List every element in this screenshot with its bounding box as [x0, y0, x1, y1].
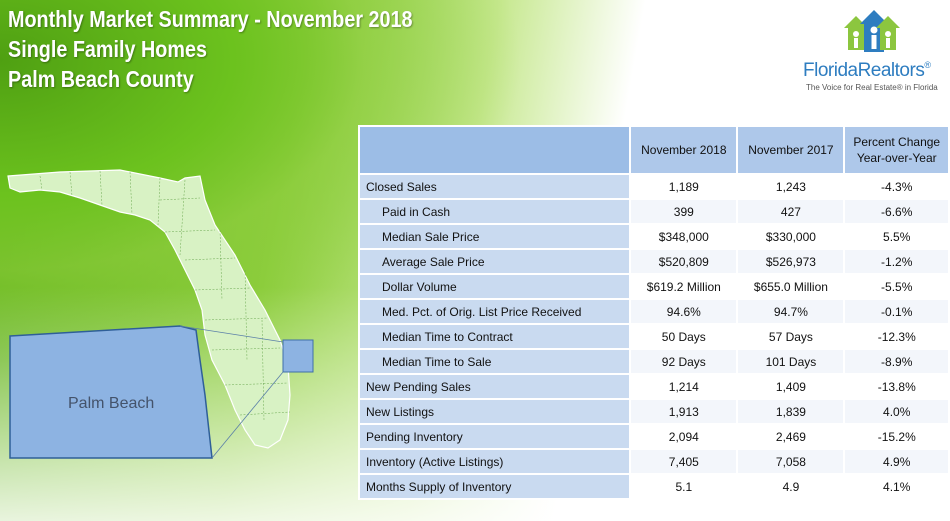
- cell-nov-2017: 101 Days: [736, 348, 846, 375]
- cell-percent-change: -5.5%: [843, 273, 950, 300]
- cell-percent-change: -0.1%: [843, 298, 950, 325]
- row-label: Inventory (Active Listings): [357, 448, 632, 475]
- cell-nov-2017: 1,839: [736, 398, 846, 425]
- row-label: Median Time to Sale: [357, 348, 632, 375]
- cell-nov-2017: 7,058: [736, 448, 846, 475]
- cell-nov-2017: 94.7%: [736, 298, 846, 325]
- table-row: Months Supply of Inventory 5.1 4.9 4.1%: [357, 473, 950, 500]
- cell-percent-change: -15.2%: [843, 423, 950, 450]
- county-label: Palm Beach: [68, 395, 155, 412]
- cell-nov-2017: $655.0 Million: [736, 273, 846, 300]
- row-label: Pending Inventory: [357, 423, 632, 450]
- cell-nov-2017: 1,409: [736, 373, 846, 400]
- cell-percent-change: -8.9%: [843, 348, 950, 375]
- houses-people-icon: [844, 10, 900, 52]
- table-row: New Listings 1,913 1,839 4.0%: [357, 398, 950, 425]
- cell-nov-2018: 1,214: [629, 373, 739, 400]
- row-label: Dollar Volume: [357, 273, 632, 300]
- table-corner-cell: [357, 125, 632, 175]
- column-header-nov-2017: November 2017: [736, 125, 846, 175]
- florida-realtors-logo: FloridaRealtors® The Voice for Real Esta…: [795, 8, 945, 98]
- table-row: New Pending Sales 1,214 1,409 -13.8%: [357, 373, 950, 400]
- cell-nov-2018: $520,809: [629, 248, 739, 275]
- cell-nov-2017: 57 Days: [736, 323, 846, 350]
- table-row: Pending Inventory 2,094 2,469 -15.2%: [357, 423, 950, 450]
- cell-percent-change: 4.9%: [843, 448, 950, 475]
- florida-state-shape: [7, 169, 291, 449]
- cell-nov-2017: 4.9: [736, 473, 846, 500]
- row-label: Median Sale Price: [357, 223, 632, 250]
- cell-nov-2018: 50 Days: [629, 323, 739, 350]
- table-row: Average Sale Price $520,809 $526,973 -1.…: [357, 248, 950, 275]
- cell-nov-2017: $526,973: [736, 248, 846, 275]
- zoom-connector-bottom: [211, 371, 284, 459]
- row-label: Median Time to Contract: [357, 323, 632, 350]
- cell-percent-change: -6.6%: [843, 198, 950, 225]
- row-label: Med. Pct. of Orig. List Price Received: [357, 298, 632, 325]
- county-lines: [39, 170, 291, 421]
- zoom-connector-top: [179, 325, 284, 343]
- palm-beach-county-shape: [9, 325, 213, 459]
- column-header-percent-change: Percent Change Year-over-Year: [843, 125, 950, 175]
- table-row: Med. Pct. of Orig. List Price Received 9…: [357, 298, 950, 325]
- palm-beach-state-highlight: [282, 339, 314, 373]
- cell-nov-2018: 92 Days: [629, 348, 739, 375]
- table-row: Median Time to Contract 50 Days 57 Days …: [357, 323, 950, 350]
- cell-nov-2018: $619.2 Million: [629, 273, 739, 300]
- table-row: Paid in Cash 399 427 -6.6%: [357, 198, 950, 225]
- title-line-3: Palm Beach County: [8, 66, 194, 92]
- cell-nov-2018: 1,913: [629, 398, 739, 425]
- table-header-row: November 2018 November 2017 Percent Chan…: [357, 125, 950, 175]
- logo-tagline: The Voice for Real Estate® in Florida: [806, 83, 938, 92]
- row-label: Paid in Cash: [357, 198, 632, 225]
- cell-nov-2018: 399: [629, 198, 739, 225]
- cell-nov-2018: 94.6%: [629, 298, 739, 325]
- table-row: Median Time to Sale 92 Days 101 Days -8.…: [357, 348, 950, 375]
- cell-percent-change: 4.0%: [843, 398, 950, 425]
- table-row: Inventory (Active Listings) 7,405 7,058 …: [357, 448, 950, 475]
- florida-map: [7, 169, 314, 459]
- table-row: Dollar Volume $619.2 Million $655.0 Mill…: [357, 273, 950, 300]
- cell-nov-2018: $348,000: [629, 223, 739, 250]
- cell-nov-2018: 5.1: [629, 473, 739, 500]
- cell-nov-2017: 2,469: [736, 423, 846, 450]
- market-summary-table: November 2018 November 2017 Percent Chan…: [357, 125, 950, 500]
- cell-percent-change: -12.3%: [843, 323, 950, 350]
- table-row: Median Sale Price $348,000 $330,000 5.5%: [357, 223, 950, 250]
- row-label: Average Sale Price: [357, 248, 632, 275]
- cell-percent-change: 5.5%: [843, 223, 950, 250]
- cell-nov-2017: $330,000: [736, 223, 846, 250]
- cell-percent-change: -1.2%: [843, 248, 950, 275]
- table-row: Closed Sales 1,189 1,243 -4.3%: [357, 173, 950, 200]
- page-title: Monthly Market Summary - November 2018 S…: [8, 4, 413, 94]
- row-label: Months Supply of Inventory: [357, 473, 632, 500]
- cell-percent-change: -4.3%: [843, 173, 950, 200]
- title-line-2: Single Family Homes: [8, 36, 207, 62]
- cell-nov-2018: 2,094: [629, 423, 739, 450]
- cell-percent-change: 4.1%: [843, 473, 950, 500]
- cell-nov-2018: 1,189: [629, 173, 739, 200]
- cell-percent-change: -13.8%: [843, 373, 950, 400]
- title-line-1: Monthly Market Summary - November 2018: [8, 6, 413, 32]
- logo-wordmark: FloridaRealtors®: [803, 60, 931, 81]
- row-label: New Pending Sales: [357, 373, 632, 400]
- column-header-nov-2018: November 2018: [629, 125, 739, 175]
- row-label: New Listings: [357, 398, 632, 425]
- cell-nov-2017: 1,243: [736, 173, 846, 200]
- cell-nov-2017: 427: [736, 198, 846, 225]
- cell-nov-2018: 7,405: [629, 448, 739, 475]
- row-label: Closed Sales: [357, 173, 632, 200]
